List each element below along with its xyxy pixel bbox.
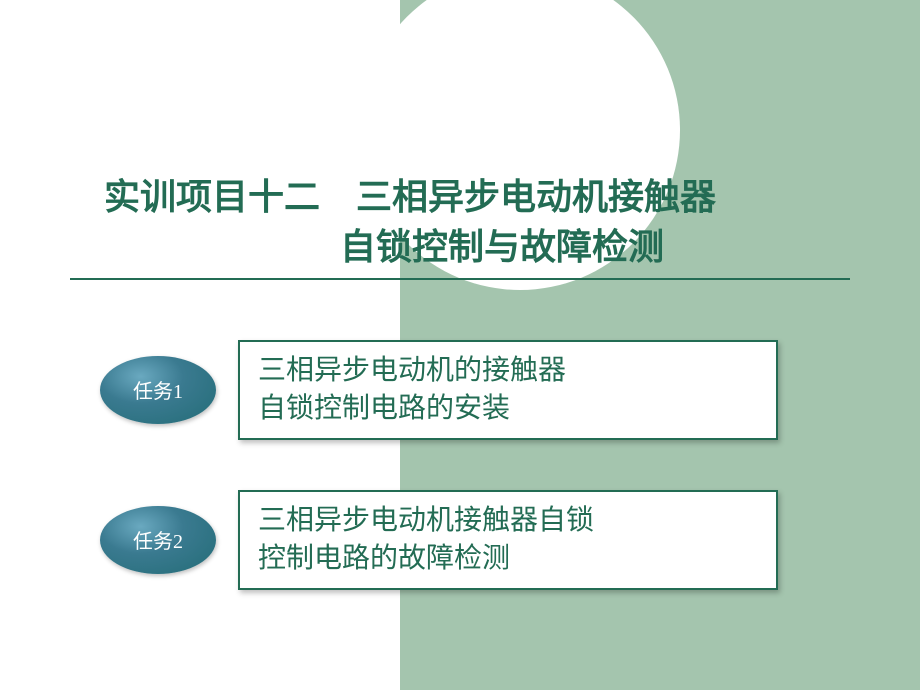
task-2-label: 任务2 [133,525,183,554]
task-2-desc-line1: 三相异步电动机接触器自锁 [258,502,758,540]
task-2-box: 三相异步电动机接触器自锁 控制电路的故障检测 [238,490,778,590]
title-underline [70,278,850,280]
task-row-1: 任务1 三相异步电动机的接触器 自锁控制电路的安装 [100,340,778,440]
task-row-2: 任务2 三相异步电动机接触器自锁 控制电路的故障检测 [100,490,778,590]
task-1-box: 三相异步电动机的接触器 自锁控制电路的安装 [238,340,778,440]
title-line-2: 自锁控制与故障检测 [340,218,664,270]
task-1-desc-line2: 自锁控制电路的安装 [258,390,758,428]
title-line-1: 实训项目十二 三相异步电动机接触器 [104,168,716,220]
task-2-badge: 任务2 [100,506,216,574]
task-1-label: 任务1 [133,375,183,404]
task-1-desc-line1: 三相异步电动机的接触器 [258,352,758,390]
task-1-badge: 任务1 [100,356,216,424]
task-2-desc-line2: 控制电路的故障检测 [258,540,758,578]
